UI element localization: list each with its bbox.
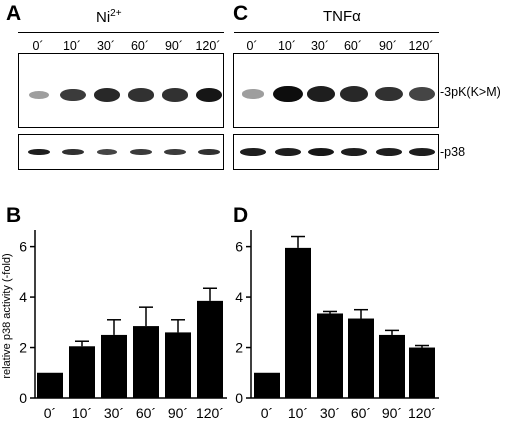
band-p38 [130,148,152,156]
band-3pk [60,88,86,102]
band-3pk [306,86,336,102]
blot-left-time-label: 10´ [62,39,82,53]
panel-letter-c: C [233,2,249,25]
condition-base: Ni [96,9,111,26]
band-3pk [162,88,188,102]
x-tick-label: 60´ [351,405,371,421]
band-p38 [408,148,436,156]
y-axis-label: relative p38 activity (-fold) [1,253,13,378]
panel-letter-d: D [233,204,249,227]
condition-sup: 2+ [110,8,122,19]
band-p38 [96,148,118,156]
bar [69,346,95,398]
condition-label-tnf: TNFα [323,8,361,25]
bar [101,334,127,398]
y-tick-label: 4 [19,289,27,305]
blot-left-time-label: 30´ [96,39,116,53]
x-tick-label: 0´ [261,405,273,421]
y-tick-label: 2 [235,340,243,356]
band-3pk [128,88,154,102]
bar [409,347,435,398]
band-3pk [94,88,120,102]
x-tick-label: 60´ [136,405,156,421]
blot-left-time-label: 60´ [130,39,150,53]
x-tick-label: 90´ [382,405,402,421]
y-tick-label: 2 [19,340,27,356]
bar [197,300,223,398]
band-p38 [274,148,302,156]
x-tick-label: 90´ [168,405,188,421]
band-p38 [164,148,186,156]
band-p38 [27,148,51,156]
blot-3pk-tnf [233,53,439,128]
blot-right-time-label: 0´ [246,39,258,53]
band-3pk [273,85,303,103]
x-tick-label: 30´ [320,405,340,421]
row-label-p38: -p38 [440,145,466,159]
bar [285,247,311,398]
x-tick-label: 30´ [104,405,124,421]
y-tick-label: 4 [235,289,243,305]
x-tick-label: 120´ [408,405,436,421]
y-tick-label: 0 [19,390,27,406]
bar [379,334,405,398]
panel-letter-a: A [6,2,22,25]
y-tick-label: 0 [235,390,243,406]
band-3pk [195,87,223,103]
y-tick-label: 6 [19,239,27,255]
header-line-left [18,32,224,33]
bar [133,326,159,398]
blot-3pk-ni [18,53,224,128]
x-tick-label: 120´ [196,405,224,421]
blot-left-time-label: 0´ [32,39,44,53]
band-p38 [62,148,84,156]
band-p38 [307,147,335,157]
row-label-3pk: -3pK(K>M) [440,85,501,99]
x-tick-label: 0´ [44,405,56,421]
band-p38 [375,148,403,156]
header-line-right [234,32,439,33]
bar [254,372,280,398]
band-3pk [340,86,368,102]
y-tick-label: 6 [235,239,243,255]
x-tick-label: 10´ [288,405,308,421]
bar [348,318,374,398]
band-p38 [340,148,368,156]
blot-p38-tnf [233,134,439,170]
band-p38 [198,148,220,156]
band-3pk [28,91,49,99]
blot-left-time-label: 120´ [195,39,221,53]
blot-right-time-label: 90´ [378,39,398,53]
band-3pk [242,89,264,99]
bar [165,332,191,398]
condition-label-ni: Ni2+ [96,8,122,26]
panel-letter-b: B [6,204,22,227]
blot-right-time-label: 30´ [310,39,330,53]
blot-right-time-label: 60´ [343,39,363,53]
blot-left-time-label: 90´ [164,39,184,53]
band-3pk [375,86,403,102]
bar [317,313,343,398]
bar [37,372,63,398]
band-3pk [408,87,436,101]
blot-right-time-label: 120´ [408,39,434,53]
blot-p38-ni [18,134,224,170]
blot-right-time-label: 10´ [277,39,297,53]
x-tick-label: 10´ [72,405,92,421]
band-p38 [239,148,267,156]
